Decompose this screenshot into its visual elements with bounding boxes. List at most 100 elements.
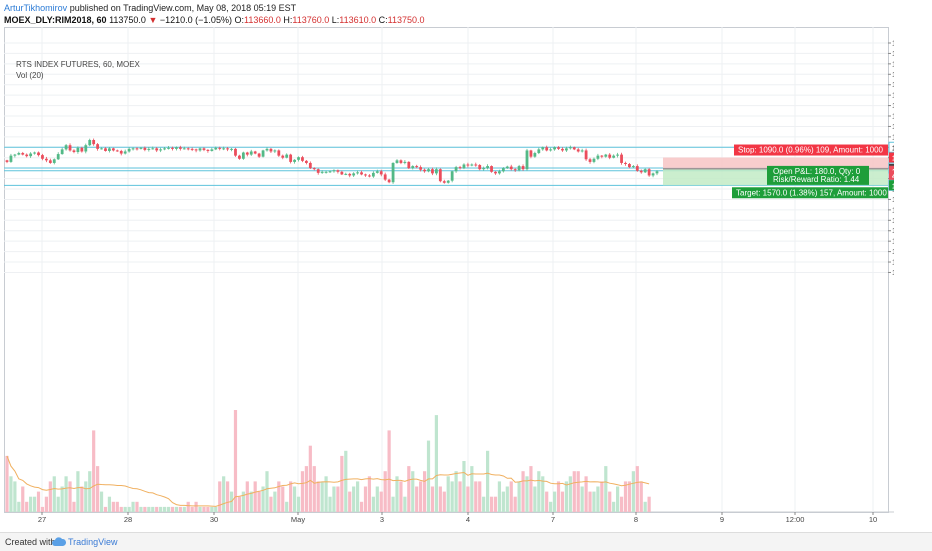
published-text: published on TradingView.com, May 08, 20… <box>69 3 297 13</box>
candle-body <box>159 149 163 151</box>
volume-bar <box>422 471 427 512</box>
pnl-label-box <box>767 165 869 185</box>
candle-body <box>167 147 170 149</box>
time-axis[interactable]: 27 28 30 May 3 4 7 8 9 12:00 10 <box>38 512 877 524</box>
candle-body <box>427 169 430 172</box>
candle-body <box>56 154 60 160</box>
volume-bar <box>44 496 48 512</box>
tradingview-cloud-icon <box>52 537 66 546</box>
time-tick-label: 3 <box>380 515 384 524</box>
volume-bar <box>430 486 435 512</box>
volume-bar <box>123 506 127 512</box>
volume-bar <box>80 486 84 512</box>
price-axis-badge <box>889 180 894 191</box>
volume-bar <box>616 486 620 512</box>
candle-body <box>553 147 556 150</box>
volume-bar <box>218 481 222 512</box>
volume-bar <box>21 486 25 512</box>
author-link[interactable]: ArturTikhomirov <box>4 3 68 13</box>
candle-body <box>541 147 545 150</box>
volume-bar <box>261 486 265 512</box>
candle-body <box>13 154 17 156</box>
candle-body <box>68 145 72 151</box>
candle-body <box>655 171 659 174</box>
price-tick-label: 124000.0 <box>892 59 894 68</box>
volume-bar <box>371 496 375 512</box>
candle-body <box>596 155 600 159</box>
volume-bar <box>76 471 80 512</box>
volume-bar <box>210 506 214 512</box>
tradingview-brand[interactable]: TradingView <box>68 537 118 547</box>
volume-bar <box>174 506 178 512</box>
candle-body <box>257 153 261 157</box>
volume-bar <box>316 481 320 512</box>
candle-body <box>470 164 474 166</box>
volume-bar <box>32 496 37 512</box>
last-price: 113750.0 <box>109 15 146 25</box>
volume-bar <box>5 455 9 512</box>
candle-body <box>127 148 131 152</box>
candle-body <box>222 148 226 150</box>
candle-body <box>178 147 182 149</box>
candle-body <box>561 148 564 151</box>
volume-bar <box>458 481 462 512</box>
candle-body <box>147 148 151 150</box>
volume-bar <box>245 481 249 512</box>
position-tool[interactable]: Stop: 1090.0 (0.96%) 109, Amount: 1000 Op… <box>663 144 888 199</box>
close-value: 113750.0 <box>387 15 425 25</box>
candle-body <box>572 147 576 150</box>
candle-body <box>651 173 655 176</box>
volume-bar <box>143 506 147 512</box>
volume-bar <box>489 496 494 512</box>
close-label: C: <box>378 15 388 25</box>
candle-body <box>123 151 127 154</box>
volume-bar <box>135 501 139 512</box>
volume-bar <box>285 501 289 512</box>
volume-bar <box>356 481 360 512</box>
candle-body <box>64 145 68 150</box>
candle-body <box>604 154 608 157</box>
low-value: 113610.0 <box>339 15 377 25</box>
price-chart-svg[interactable]: Stop: 1090.0 (0.96%) 109, Amount: 1000 Op… <box>4 27 894 527</box>
volume-bar <box>533 486 537 512</box>
volume-bar <box>265 471 269 512</box>
candle-body <box>482 168 486 170</box>
volume-bar <box>170 506 175 512</box>
candle-body <box>131 148 135 150</box>
volume-bar <box>395 476 399 512</box>
candles <box>5 138 659 184</box>
candle-body <box>533 153 537 157</box>
candle-body <box>639 170 643 173</box>
volume-bar <box>635 466 639 512</box>
candle-body <box>230 148 233 150</box>
candle-body <box>5 160 9 162</box>
candle-body <box>285 154 289 158</box>
volume-bar <box>253 481 257 512</box>
candle-body <box>434 169 438 174</box>
candle-body <box>174 147 178 149</box>
candle-body <box>458 167 462 169</box>
volume-bar <box>182 506 186 512</box>
volume-bar <box>237 496 242 512</box>
volume-bar <box>13 481 17 512</box>
volume-bar <box>619 496 624 512</box>
volume-bar <box>36 491 41 512</box>
volume-bar <box>600 481 604 512</box>
candle-body <box>312 168 316 170</box>
volume-bar <box>72 501 76 512</box>
price-axis-badge <box>889 170 894 181</box>
volume-bar <box>501 491 505 512</box>
candle-body <box>352 173 356 176</box>
volume-bar <box>470 466 474 512</box>
high-label: H: <box>283 15 293 25</box>
candle-body <box>76 147 80 152</box>
volume-bar <box>332 486 336 512</box>
candle-body <box>576 149 580 152</box>
down-arrow-icon: ▼ <box>148 15 158 25</box>
candle-body <box>368 175 371 177</box>
chart-area[interactable]: Stop: 1090.0 (0.96%) 109, Amount: 1000 Op… <box>4 27 894 527</box>
volume-bar <box>549 501 553 512</box>
time-tick-label: 12:00 <box>786 515 805 524</box>
candle-body <box>269 148 273 152</box>
volume-bar <box>99 491 104 512</box>
